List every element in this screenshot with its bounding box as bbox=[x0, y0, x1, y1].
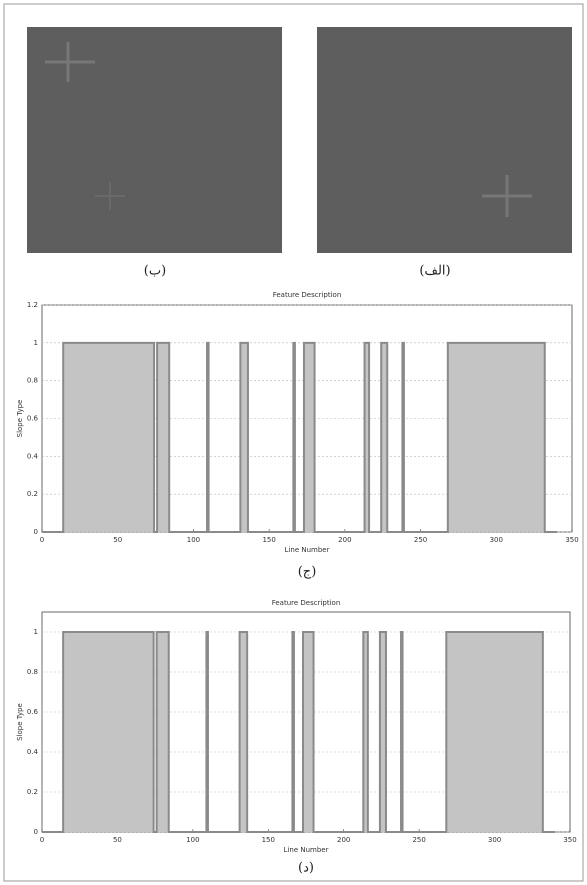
caption: (الف) bbox=[419, 264, 450, 279]
y-tick-label: 0 bbox=[34, 528, 38, 536]
chart-title: Feature Description bbox=[272, 599, 341, 607]
x-tick-label: 100 bbox=[186, 836, 199, 844]
y-tick-label: 0.4 bbox=[27, 452, 39, 460]
x-tick-label: 100 bbox=[187, 536, 200, 544]
y-tick-label: 1.2 bbox=[27, 301, 38, 309]
y-tick-label: 0 bbox=[34, 828, 38, 836]
page: (ب) (الف) 00.20.40.60.811.20501001502002… bbox=[0, 0, 587, 885]
x-tick-label: 250 bbox=[412, 836, 425, 844]
y-axis-label: Slope Type bbox=[16, 703, 24, 741]
x-tick-label: 300 bbox=[488, 836, 501, 844]
x-tick-label: 350 bbox=[565, 536, 578, 544]
chart-title: Feature Description bbox=[273, 291, 342, 299]
x-tick-label: 200 bbox=[338, 536, 351, 544]
x-tick-label: 300 bbox=[490, 536, 503, 544]
x-tick-label: 200 bbox=[337, 836, 350, 844]
caption: (ب) bbox=[144, 264, 166, 279]
y-tick-label: 0.4 bbox=[27, 748, 39, 756]
y-tick-label: 0.8 bbox=[27, 668, 38, 676]
x-tick-label: 350 bbox=[563, 836, 576, 844]
y-tick-label: 0.8 bbox=[27, 377, 38, 385]
x-tick-label: 50 bbox=[113, 836, 122, 844]
x-tick-label: 0 bbox=[40, 536, 44, 544]
image-a bbox=[317, 27, 572, 253]
x-tick-label: 150 bbox=[262, 536, 275, 544]
y-axis-label: Slope Type bbox=[16, 400, 24, 438]
y-tick-label: 1 bbox=[34, 628, 38, 636]
x-tick-label: 250 bbox=[414, 536, 427, 544]
x-tick-label: 150 bbox=[262, 836, 275, 844]
x-axis-label: Line Number bbox=[284, 846, 329, 854]
x-tick-label: 50 bbox=[113, 536, 122, 544]
caption: (ج) bbox=[298, 565, 317, 580]
x-axis-label: Line Number bbox=[285, 546, 330, 554]
y-tick-label: 0.6 bbox=[27, 415, 39, 423]
y-tick-label: 1 bbox=[34, 339, 38, 347]
y-tick-label: 0.2 bbox=[27, 490, 38, 498]
y-tick-label: 0.6 bbox=[27, 708, 39, 716]
caption: (د) bbox=[298, 861, 314, 876]
y-tick-label: 0.2 bbox=[27, 788, 38, 796]
x-tick-label: 0 bbox=[40, 836, 44, 844]
